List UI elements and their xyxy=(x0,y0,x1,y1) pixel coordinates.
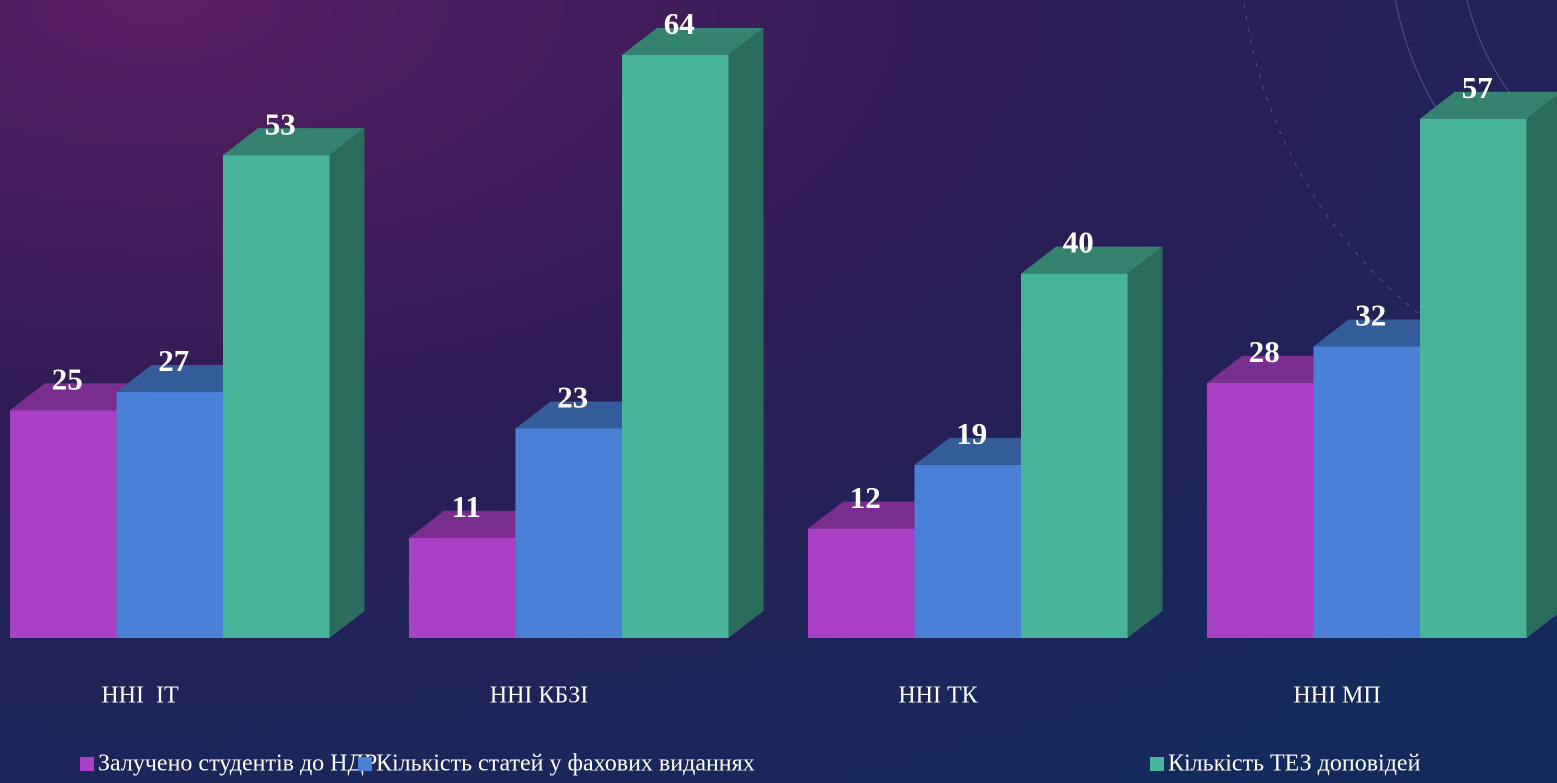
x-tick-label: ННІ МП xyxy=(1293,683,1380,709)
bar xyxy=(808,528,915,638)
bar-side xyxy=(329,128,365,639)
legend-label: Залучено студентів до НДР xyxy=(98,751,377,777)
bar xyxy=(515,428,622,638)
bar-top xyxy=(914,437,1056,465)
bar-top xyxy=(116,365,258,393)
plot: ННІ IT 25 27 53 ННІ КБЗІ 11 23 64 ННІ ТК 12 19 40 НН… xyxy=(10,6,1557,709)
value-label: 28 xyxy=(1249,334,1280,369)
bar xyxy=(10,410,117,638)
bar xyxy=(1420,118,1527,639)
bar xyxy=(914,464,1021,638)
bar-top xyxy=(1207,355,1349,383)
legend-label: Кількість ТЕЗ доповідей xyxy=(1168,751,1421,777)
bar xyxy=(1313,346,1420,638)
value-label: 40 xyxy=(1063,225,1094,260)
x-tick-label: ННІ КБЗІ xyxy=(490,683,588,709)
bar-side xyxy=(1526,95,1557,638)
bar xyxy=(622,54,729,638)
value-label: 53 xyxy=(265,106,296,141)
bar-top xyxy=(515,401,657,429)
legend-swatch xyxy=(80,757,94,771)
bar-top xyxy=(622,27,764,55)
value-label: 25 xyxy=(52,361,83,396)
value-label: 57 xyxy=(1462,70,1493,105)
bar xyxy=(409,537,516,638)
legend-swatch xyxy=(358,757,372,771)
value-label: 64 xyxy=(664,6,695,41)
bar-top xyxy=(1021,246,1163,274)
bar-top xyxy=(808,501,950,529)
bar-top xyxy=(1420,91,1557,119)
bar-top xyxy=(223,128,365,156)
value-label: 11 xyxy=(452,489,481,524)
bar-side xyxy=(1127,246,1163,638)
bar xyxy=(223,155,330,639)
x-tick-label: ННІ ТК xyxy=(898,683,978,709)
bar-top xyxy=(1313,319,1455,347)
value-label: 32 xyxy=(1355,298,1386,333)
bar-top xyxy=(409,510,551,538)
bar xyxy=(116,392,223,638)
bar-top xyxy=(10,383,152,411)
bar xyxy=(1207,382,1314,638)
legend-label: Кількість статей у фахових виданнях xyxy=(376,751,755,777)
value-label: 19 xyxy=(956,416,987,451)
value-label: 27 xyxy=(158,343,189,378)
value-label: 23 xyxy=(557,380,588,415)
legend-swatch xyxy=(1150,757,1164,771)
x-tick-label: ННІ IT xyxy=(101,683,179,709)
value-label: 12 xyxy=(850,480,881,515)
bar-side xyxy=(728,27,764,638)
bar xyxy=(1021,273,1128,638)
